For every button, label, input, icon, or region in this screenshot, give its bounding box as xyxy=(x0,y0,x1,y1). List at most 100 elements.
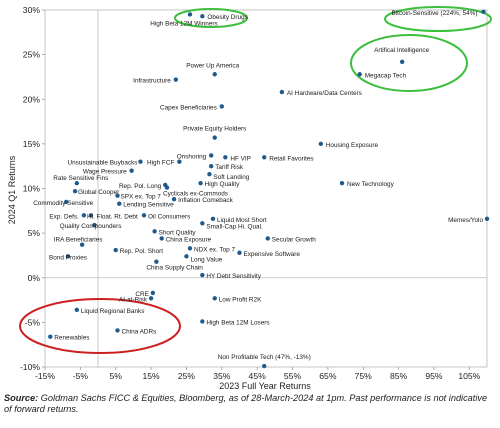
point-label-ndx-ex-top-7: NDX ex. Top 7 xyxy=(194,246,236,253)
x-tick-label: 45% xyxy=(249,371,267,381)
point-high-fcf xyxy=(177,159,182,164)
point-renewables xyxy=(48,334,53,339)
point-housing-exposure xyxy=(318,141,324,147)
point-label-memes-yolo: Memes/Yolo xyxy=(448,217,483,224)
point-megacap-tech xyxy=(357,72,362,77)
point-long-value xyxy=(184,254,189,259)
point-label-cre: CRE xyxy=(135,291,149,298)
point-ai-at-risk xyxy=(148,296,154,301)
point-label-china-exposure: China Exposure xyxy=(166,236,212,243)
point-label-hy-debt-sensitivity: HY Debt Sensitivity xyxy=(206,273,261,280)
renewables-banks-highlight xyxy=(19,298,181,354)
ai-megacap-highlight xyxy=(350,34,468,92)
point-label-retail-favorites: Retail Favorites xyxy=(269,155,313,162)
point-label-expensive-software: Expensive Software xyxy=(243,251,300,258)
point-secular-growth xyxy=(265,236,270,241)
obesity-drugs-highlight xyxy=(174,8,248,28)
point-exp-defs xyxy=(81,213,87,218)
point-label-exp-defs: Exp. Defs. xyxy=(49,213,79,220)
point-soft-landing xyxy=(207,172,212,177)
point-label-quality-compounders: Quality Compounders xyxy=(60,223,122,230)
point-small-cap-hi-qual xyxy=(200,221,205,226)
point-artifical-intelligence xyxy=(399,59,405,64)
point-hi-float-rt-debt xyxy=(88,213,94,218)
point-low-profit-r2k xyxy=(212,296,217,301)
point-label-ai-at-risk: AI-at-Risk xyxy=(119,296,148,303)
point-tariff-risk xyxy=(208,163,214,169)
point-ira-beneficiaries xyxy=(79,242,85,247)
point-capex-beneficiaries xyxy=(219,104,224,109)
point-label-non-profitable-tech-47-13: Non Profitable Tech (47%, -13%) xyxy=(218,354,311,361)
x-tick-label: 35% xyxy=(213,371,231,381)
point-private-equity-holders xyxy=(212,135,217,140)
point-high-quality xyxy=(198,180,203,186)
x-tick-label: 85% xyxy=(390,371,408,381)
point-label-housing-exposure: Housing Exposure xyxy=(326,142,379,149)
source-note: Source: Goldman Sachs FICC & Equities, B… xyxy=(4,393,494,415)
x-tick-label: 95% xyxy=(425,371,443,381)
point-label-private-equity-holders: Private Equity Holders xyxy=(183,126,246,133)
point-label-commodity-sensitive: Commodity Sensitive xyxy=(33,200,93,207)
x-tick-label: -15% xyxy=(35,371,55,381)
point-cyclicals-ex-commods xyxy=(164,185,170,190)
point-label-cyclicals-ex-commods: Cyclicals ex-Commods xyxy=(163,191,228,198)
point-ai-hardware-data-centers xyxy=(279,89,285,95)
y-tick-label: 0% xyxy=(28,273,41,283)
point-label-rate-sensitive-fins: Rate Sensitive Fins xyxy=(53,175,108,182)
point-label-liquid-most-short: Liquid Most Short xyxy=(217,217,267,224)
point-label-power-up-america: Power Up America xyxy=(186,62,239,69)
point-liquid-most-short xyxy=(210,216,216,222)
point-label-renewables: Renewables xyxy=(54,335,89,342)
point-label-low-profit-r2k: Low Profit R2K xyxy=(219,296,262,303)
axes: -15% -5% 5% 15% 25% 35% 45% 55% 65% 75% 85% 95% 105%… xyxy=(20,5,488,381)
x-tick-label: 105% xyxy=(458,371,480,381)
point-new-technology xyxy=(339,180,345,186)
point-inflation-comeback xyxy=(171,197,177,202)
x-tick-label: -5% xyxy=(73,371,89,381)
y-tick-label: 15% xyxy=(23,139,41,149)
point-commodity-sensitive xyxy=(64,199,69,205)
point-label-unsustainable-buybacks: Unsustainable Buybacks xyxy=(67,160,137,167)
point-label-obesity-drugs: Obesity Drugs xyxy=(207,14,248,21)
highlight-ellipses xyxy=(19,6,492,354)
point-label-high-beta-12m-losers: High Beta 12M Losers xyxy=(206,319,269,326)
point-unsustainable-buybacks xyxy=(138,159,143,164)
point-label-megacap-tech: Megacap Tech xyxy=(365,72,407,79)
point-label-small-cap-hi-qual: Small-Cap Hi. Qual. xyxy=(206,223,263,230)
x-tick-label: 65% xyxy=(319,371,337,381)
source-text: Goldman Sachs FICC & Equities, Bloomberg… xyxy=(4,393,488,414)
y-tick-label: 30% xyxy=(23,5,41,15)
point-label-liquid-regional-banks: Liquid Regional Banks xyxy=(81,308,145,315)
source-prefix: Source: xyxy=(4,393,39,403)
point-rep-pol-short xyxy=(113,247,118,253)
point-label-short-quality: Short Quality xyxy=(159,229,197,236)
point-short-quality xyxy=(152,229,157,234)
y-tick-label: 5% xyxy=(28,228,41,238)
point-label-artifical-intelligence: Artifical Intelligence xyxy=(374,47,430,54)
y-tick-label: -5% xyxy=(25,317,41,327)
point-power-up-america xyxy=(212,72,217,77)
y-tick-label: 10% xyxy=(23,184,41,194)
data-points: Bitcoin-Sensitive (224%, 54%) Obesity Dru… xyxy=(33,9,490,369)
point-label-tariff-risk: Tariff Risk xyxy=(215,164,244,171)
point-label-bitcoin-sensitive-224-54: Bitcoin-Sensitive (224%, 54%) xyxy=(391,10,477,17)
point-label-rep-pol-long: Rep. Pol. Long xyxy=(119,183,162,190)
point-liquid-regional-banks xyxy=(74,307,80,313)
point-retail-favorites xyxy=(262,155,267,160)
x-tick-label: 75% xyxy=(355,371,373,381)
point-ndx-ex-top-7 xyxy=(187,246,193,251)
point-memes-yolo xyxy=(484,216,490,222)
point-cre xyxy=(150,290,156,296)
scatter-chart: -15% -5% 5% 15% 25% 35% 45% 55% 65% 75% 85% 95% 105%… xyxy=(7,5,492,391)
point-oil-consumers xyxy=(141,213,147,218)
point-bond-proxies xyxy=(65,254,71,259)
point-label-spx-ex-top-7: SPX ex. Top 7 xyxy=(120,194,161,201)
point-label-high-beta-12m-winners: High Beta 12M Winners xyxy=(150,20,218,27)
point-label-rep-pol-short: Rep. Pol. Short xyxy=(120,248,164,255)
point-infrastructure xyxy=(173,77,179,82)
point-bitcoin-sensitive-224-54 xyxy=(481,9,486,14)
point-global-cooper xyxy=(72,188,78,194)
point-non-profitable-tech-47-13 xyxy=(262,363,267,369)
point-high-beta-12m-losers xyxy=(200,319,205,324)
point-label-lending-sensitive: Lending Sensitive xyxy=(123,202,174,209)
